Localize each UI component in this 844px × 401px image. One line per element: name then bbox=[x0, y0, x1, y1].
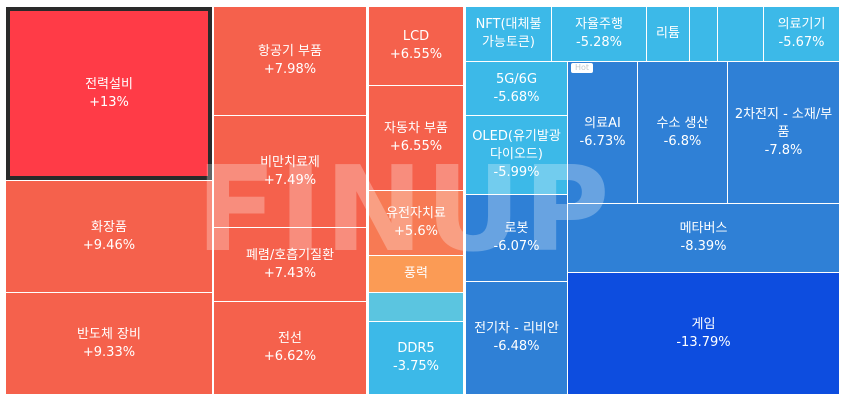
tile-change-value: -6.73% bbox=[579, 133, 626, 149]
tile-name: 화장품 bbox=[91, 219, 127, 235]
tile-name: 로봇 bbox=[504, 221, 529, 236]
tile-name: LCD bbox=[402, 29, 430, 44]
treemap-tile-ddr5-12[interactable]: DDR5 -3.75% bbox=[369, 322, 463, 394]
tile-name: 유전자치료 bbox=[386, 206, 446, 221]
treemap-tile-6[interactable]: 전선 +6.62% bbox=[214, 302, 366, 394]
treemap-tile-14[interactable]: 자율주행 -5.28% bbox=[552, 7, 646, 61]
treemap-tile-16[interactable] bbox=[690, 7, 717, 61]
tile-change-value: -13.79% bbox=[676, 334, 731, 350]
tile-change-value: +6.55% bbox=[389, 47, 443, 62]
tile-name: 자동차 부품 bbox=[384, 121, 448, 136]
treemap-tile-nft-13[interactable]: NFT(대체불가능토큰) bbox=[466, 7, 551, 61]
tile-change-value: -6.48% bbox=[493, 339, 540, 354]
tile-name: 게임 bbox=[691, 316, 716, 332]
tile-name: 자율주행 bbox=[575, 17, 623, 32]
tile-change-value: -3.75% bbox=[393, 359, 439, 374]
tile-name: OLED(유기발광다이오드) bbox=[472, 129, 561, 162]
tile-name: 전선 bbox=[278, 331, 302, 346]
treemap-tile-lcd-7[interactable]: LCD +6.55% bbox=[369, 7, 463, 85]
hot-badge: Hot bbox=[571, 63, 594, 73]
tile-change-value: +6.55% bbox=[389, 139, 443, 154]
tile-change-value: +7.98% bbox=[263, 62, 317, 77]
tile-name: 비만치료제 bbox=[260, 154, 320, 170]
tile-name: 전력설비 bbox=[85, 76, 133, 92]
tile-name: 반도체 장비 bbox=[77, 326, 141, 342]
tile-change-value: -7.8% bbox=[764, 142, 803, 158]
tile-change-value: +5.6% bbox=[394, 224, 438, 239]
treemap-tile-2[interactable]: 반도체 장비 +9.33% bbox=[6, 293, 212, 394]
tile-name: 수소 생산 bbox=[656, 115, 709, 131]
tile-change-value: -6.07% bbox=[493, 239, 540, 254]
treemap-tile-22[interactable]: 수소 생산 -6.8% bbox=[638, 62, 727, 203]
treemap-tile-3[interactable]: 항공기 부품 +7.98% bbox=[214, 7, 366, 115]
tile-change-value: -8.39% bbox=[680, 239, 727, 254]
treemap-tile-ai-21[interactable]: 의료AI -6.73% Hot bbox=[568, 62, 637, 203]
treemap-tile-17[interactable] bbox=[718, 7, 763, 61]
tile-name: NFT(대체불가능토큰) bbox=[475, 17, 542, 50]
tile-change-value: +6.62% bbox=[263, 349, 317, 364]
treemap-tile-4[interactable]: 비만치료제 +7.49% bbox=[214, 116, 366, 227]
treemap-tile-26[interactable]: 전기차 - 리비안 -6.48% bbox=[466, 282, 567, 394]
tile-change-value: -5.99% bbox=[493, 165, 540, 180]
tile-change-value: -5.28% bbox=[576, 35, 622, 50]
tile-name: 리튬 bbox=[656, 26, 680, 41]
treemap-tile-15[interactable]: 리튬 bbox=[647, 7, 689, 61]
treemap-tile-0[interactable]: 전력설비 +13% bbox=[6, 7, 212, 180]
tile-change-value: -5.67% bbox=[778, 35, 825, 50]
treemap-tile-25[interactable]: 메타버스 -8.39% bbox=[568, 204, 839, 272]
tile-name: 의료기기 bbox=[777, 17, 826, 32]
tile-change-value: -6.8% bbox=[663, 133, 702, 149]
treemap-tile-10[interactable]: 풍력 bbox=[369, 256, 463, 292]
tile-change-value: +13% bbox=[89, 94, 129, 110]
treemap-tile-24[interactable]: 로봇 -6.07% bbox=[466, 195, 567, 281]
treemap-tile-9[interactable]: 유전자치료 +5.6% bbox=[369, 191, 463, 255]
tile-name: 메타버스 bbox=[679, 221, 728, 236]
tile-change-value: +9.46% bbox=[82, 237, 136, 253]
tile-name: 2차전지 - 소재/부품 bbox=[734, 106, 833, 140]
tile-name: 전기차 - 리비안 bbox=[474, 321, 559, 336]
treemap-tile-11[interactable] bbox=[369, 293, 463, 321]
tile-name: DDR5 bbox=[397, 341, 435, 356]
tile-name: 항공기 부품 bbox=[258, 44, 322, 59]
treemap-tile-5[interactable]: 폐렴/호흡기질환 +7.43% bbox=[214, 228, 366, 301]
tile-change-value: +7.49% bbox=[263, 172, 317, 188]
treemap-tile-18[interactable]: 의료기기 -5.67% bbox=[764, 7, 839, 61]
tile-name: 풍력 bbox=[404, 266, 428, 281]
tile-change-value: +9.33% bbox=[82, 344, 136, 360]
tile-name: 폐렴/호흡기질환 bbox=[245, 247, 335, 263]
treemap-tile-5g-6g-19[interactable]: 5G/6G -5.68% bbox=[466, 62, 567, 115]
tile-change-value: +7.43% bbox=[263, 265, 317, 281]
treemap-tile-1[interactable]: 화장품 +9.46% bbox=[6, 181, 212, 292]
treemap-tile-2-23[interactable]: 2차전지 - 소재/부품 -7.8% bbox=[728, 62, 839, 203]
treemap-tile-oled-20[interactable]: OLED(유기발광다이오드) -5.99% bbox=[466, 116, 567, 194]
tile-name: 5G/6G bbox=[495, 71, 538, 87]
treemap-tile-27[interactable]: 게임 -13.79% bbox=[568, 273, 839, 394]
treemap-tile-8[interactable]: 자동차 부품 +6.55% bbox=[369, 86, 463, 190]
tile-name: 의료AI bbox=[584, 115, 621, 131]
tile-change-value: -5.68% bbox=[493, 89, 540, 105]
